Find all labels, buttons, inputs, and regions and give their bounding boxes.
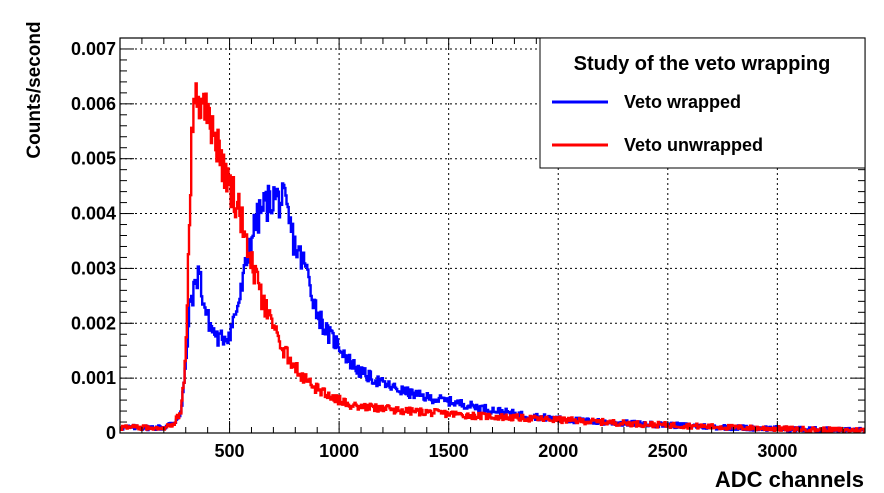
y-tick-label: 0.003 xyxy=(71,258,116,278)
x-tick-label: 2000 xyxy=(538,441,578,461)
y-axis-title: Counts/second xyxy=(24,21,45,158)
y-tick-label: 0.004 xyxy=(71,204,116,224)
y-tick-label: 0 xyxy=(106,423,116,443)
legend-label-veto-wrapped: Veto wrapped xyxy=(624,92,741,112)
legend-title: Study of the veto wrapping xyxy=(574,53,831,75)
x-tick-label: 500 xyxy=(215,441,245,461)
tick-labels: 500 1000 1500 2000 2500 3000 0 0.001 0.002 0.003 0… xyxy=(71,39,797,461)
legend-label-veto-unwrapped: Veto unwrapped xyxy=(624,135,763,155)
series-layer xyxy=(119,82,866,434)
series-line-veto-unwrapped xyxy=(119,82,866,434)
y-tick-label: 0.002 xyxy=(71,313,116,333)
legend: Study of the veto wrapping Veto wrapped … xyxy=(539,37,866,169)
x-tick-label: 3000 xyxy=(757,441,797,461)
x-axis-title: ADC channels xyxy=(715,467,864,492)
x-tick-label: 1500 xyxy=(429,441,469,461)
x-tick-label: 2500 xyxy=(648,441,688,461)
y-tick-label: 0.005 xyxy=(71,149,116,169)
y-tick-label: 0.007 xyxy=(71,39,116,59)
y-tick-label: 0.006 xyxy=(71,94,116,114)
y-tick-label: 0.001 xyxy=(71,368,116,388)
x-tick-label: 1000 xyxy=(319,441,359,461)
